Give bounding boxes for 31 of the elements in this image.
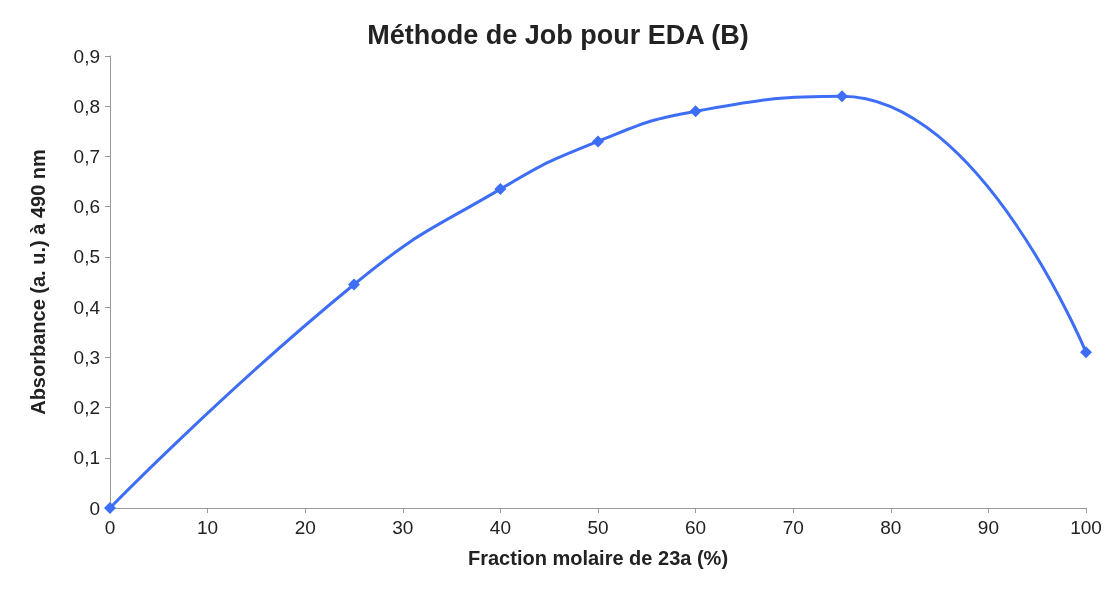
point [1080, 346, 1092, 359]
point [836, 90, 848, 103]
point [494, 183, 507, 196]
y-tick-label: 0,5 [73, 246, 100, 268]
chart-title: Méthode de Job pour EDA (B) [367, 19, 749, 50]
y-tick-label: 0,6 [73, 196, 100, 218]
point [689, 105, 702, 118]
x-tick-label: 30 [392, 517, 414, 538]
x-axis-title: Fraction molaire de 23a (%) [467, 547, 729, 569]
y-tick-label: 0,2 [73, 397, 100, 419]
y-axis-title: Absorbance (a. u.) à 490 nm [27, 149, 49, 415]
y-tick-label: 0,4 [73, 296, 101, 318]
x-tick-label: 80 [880, 517, 902, 538]
y-tick-label: 0,8 [73, 95, 100, 117]
y-tick-label: 0,3 [73, 346, 100, 368]
x-tick-label: 10 [197, 517, 219, 538]
point [104, 502, 116, 514]
x-tick-label: 40 [489, 517, 511, 538]
y-tick-label: 0 [89, 497, 100, 519]
x-tick-label: 70 [782, 517, 804, 538]
y-tick-label: 0,7 [73, 145, 100, 167]
y-tick-label: 0,9 [73, 45, 100, 67]
x-tick-label: 20 [294, 517, 316, 538]
point [592, 135, 604, 148]
x-tick-label: 0 [104, 517, 116, 538]
x-tick-label: 50 [587, 517, 609, 538]
y-tick-label: 0,1 [73, 447, 100, 469]
x-tick-label: 60 [685, 517, 707, 538]
x-tick-label: 100 [1070, 517, 1102, 538]
x-tick-label: 90 [977, 517, 999, 538]
point [348, 278, 360, 291]
